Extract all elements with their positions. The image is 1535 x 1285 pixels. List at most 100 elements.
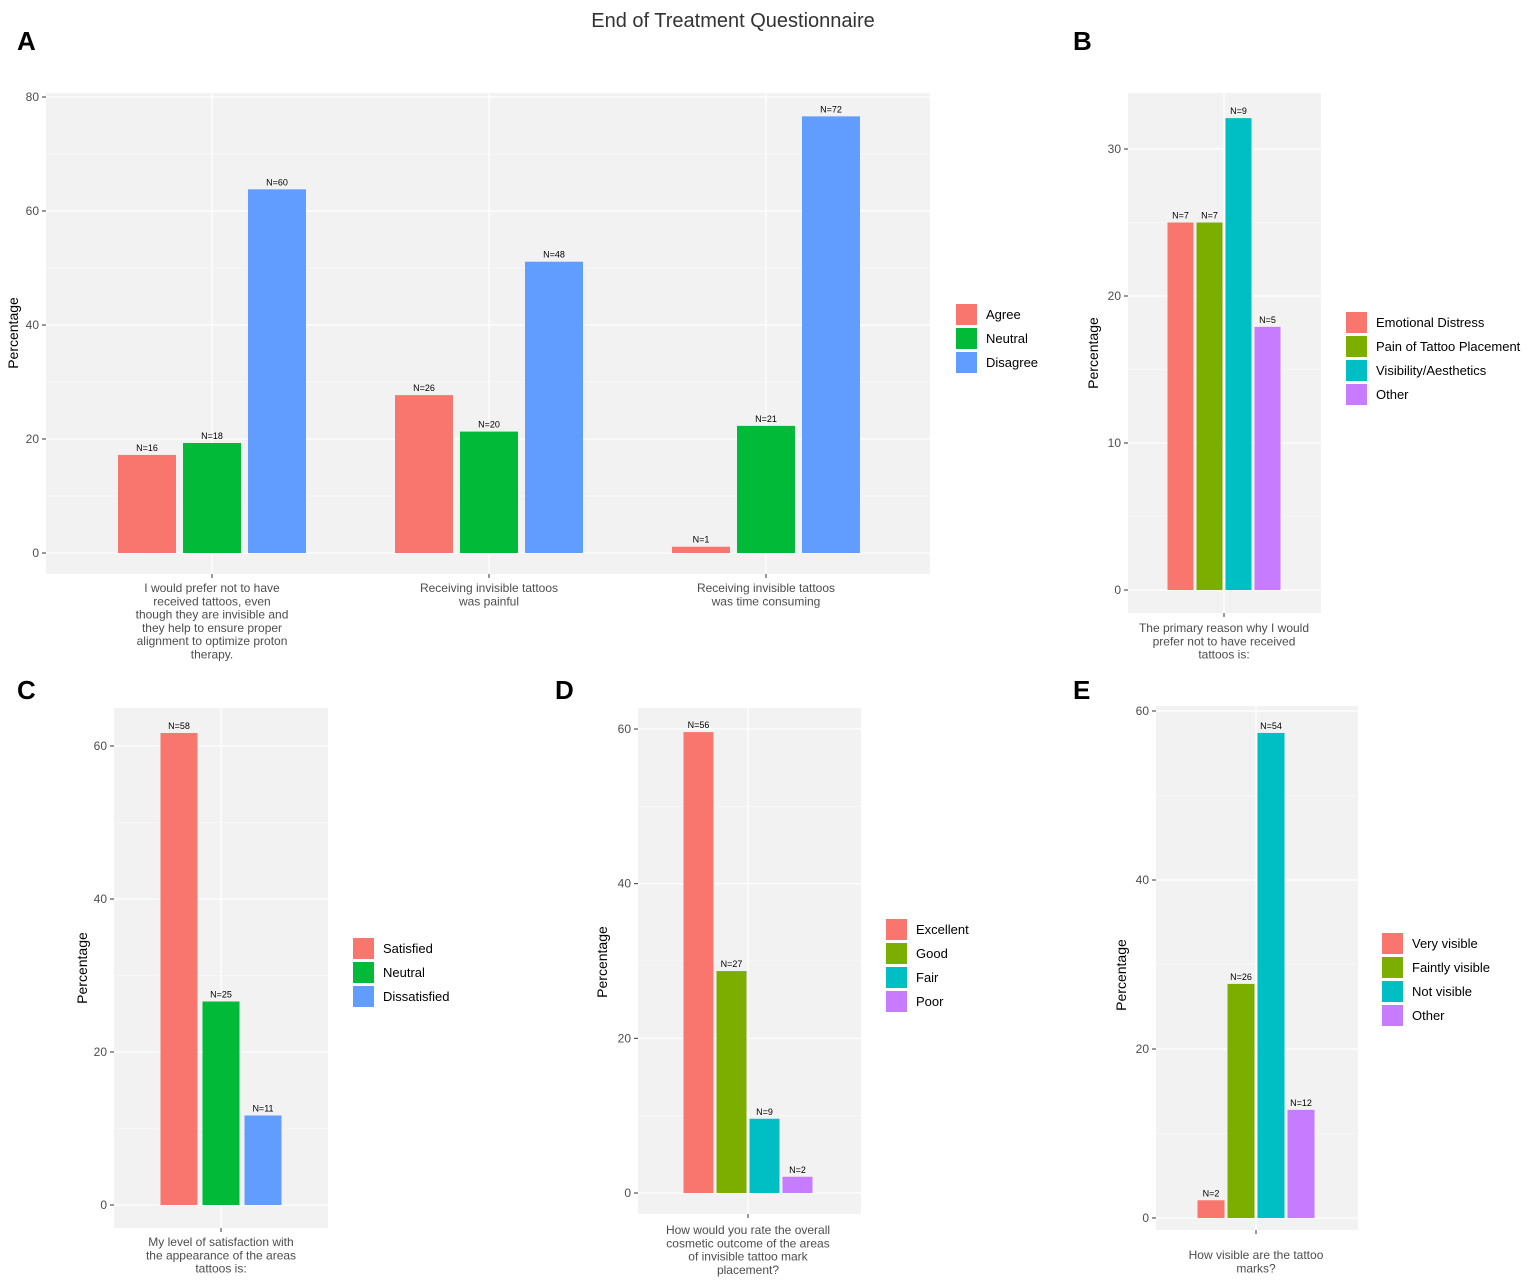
x-category-label: marks? bbox=[1236, 1261, 1276, 1275]
y-tick-label: 0 bbox=[100, 1198, 107, 1212]
legend-swatch bbox=[353, 938, 374, 959]
y-tick-label: 20 bbox=[618, 1031, 632, 1045]
x-category-label: How would you rate the overall bbox=[666, 1223, 830, 1237]
legend-label: Good bbox=[916, 946, 948, 961]
data-bar bbox=[683, 732, 714, 1193]
bar-count-label: N=48 bbox=[543, 250, 565, 260]
bar-count-label: N=7 bbox=[1201, 211, 1218, 221]
bar-count-label: N=25 bbox=[210, 990, 232, 1000]
bar-count-label: N=18 bbox=[201, 431, 223, 441]
y-tick-label: 0 bbox=[32, 546, 39, 560]
bar-count-label: N=11 bbox=[252, 1103, 273, 1113]
legend-label: Faintly visible bbox=[1412, 960, 1490, 975]
x-category-label: cosmetic outcome of the areas bbox=[666, 1236, 829, 1250]
legend-label: Not visible bbox=[1412, 984, 1472, 999]
data-bar bbox=[118, 454, 176, 553]
x-category-label: the appearance of the areas bbox=[146, 1248, 296, 1262]
x-category-label: tattoos is: bbox=[1198, 648, 1249, 662]
x-category-label: placement? bbox=[717, 1263, 779, 1277]
y-tick-label: 0 bbox=[624, 1186, 631, 1200]
legend-swatch bbox=[1382, 1005, 1403, 1026]
bar-count-label: N=5 bbox=[1259, 315, 1276, 325]
bar-count-label: N=20 bbox=[478, 420, 500, 430]
y-tick-label: 0 bbox=[1114, 583, 1121, 597]
data-bar bbox=[802, 116, 860, 553]
bar-count-label: N=2 bbox=[789, 1165, 806, 1175]
x-category-label: though they are invisible and bbox=[136, 608, 289, 622]
y-tick-label: 40 bbox=[618, 877, 632, 891]
legend-swatch bbox=[353, 962, 374, 983]
bar-count-label: N=58 bbox=[168, 721, 190, 731]
y-axis-label: Percentage bbox=[1113, 939, 1129, 1011]
x-category-label: alignment to optimize proton bbox=[137, 634, 288, 648]
data-bar bbox=[525, 261, 583, 553]
legend-label: Satisfied bbox=[383, 941, 433, 956]
y-tick-label: 30 bbox=[1108, 142, 1122, 156]
data-bar bbox=[1227, 983, 1255, 1218]
data-bar bbox=[1196, 222, 1223, 590]
legend-label: Poor bbox=[916, 994, 944, 1009]
legend-label: Fair bbox=[916, 970, 939, 985]
data-bar bbox=[1197, 1200, 1225, 1218]
y-axis-label: Percentage bbox=[5, 297, 21, 369]
y-tick-label: 20 bbox=[1136, 1042, 1150, 1056]
x-category-label: Receiving invisible tattoos bbox=[420, 581, 558, 595]
x-category-label: therapy. bbox=[191, 648, 233, 662]
y-tick-label: 20 bbox=[26, 432, 40, 446]
bar-count-label: N=9 bbox=[1230, 106, 1247, 116]
y-tick-label: 0 bbox=[1142, 1211, 1149, 1225]
legend-swatch bbox=[886, 967, 907, 988]
x-category-label: Receiving invisible tattoos bbox=[697, 581, 835, 595]
bar-count-label: N=72 bbox=[820, 104, 842, 114]
y-tick-label: 20 bbox=[94, 1045, 108, 1059]
y-tick-label: 60 bbox=[618, 722, 632, 736]
legend-swatch bbox=[1346, 384, 1367, 405]
data-bar bbox=[248, 189, 306, 553]
bar-count-label: N=9 bbox=[756, 1107, 773, 1117]
legend-label: Visibility/Aesthetics bbox=[1376, 363, 1487, 378]
legend-swatch bbox=[886, 943, 907, 964]
panel-a-chart: A 0 20 40 60 80 N=16 N=18 N=60 I would prefer not… bbox=[5, 26, 1038, 662]
panel-letter: E bbox=[1073, 675, 1090, 705]
panel-e-chart: E 0 20 40 60 N=2 N=26 N=54 N=12 How visible are t… bbox=[1073, 675, 1490, 1275]
legend-label: Neutral bbox=[986, 331, 1028, 346]
panel-letter: A bbox=[17, 26, 36, 56]
data-bar bbox=[749, 1118, 780, 1193]
panel-letter: B bbox=[1073, 26, 1092, 56]
data-bar bbox=[716, 971, 747, 1193]
legend-label: Pain of Tattoo Placement bbox=[1376, 339, 1521, 354]
legend-label: Disagree bbox=[986, 355, 1038, 370]
bar-count-label: N=16 bbox=[136, 443, 158, 453]
data-bar bbox=[395, 395, 453, 553]
y-tick-label: 80 bbox=[26, 90, 40, 104]
legend-label: Dissatisfied bbox=[383, 989, 449, 1004]
legend-swatch bbox=[956, 328, 977, 349]
y-axis-label: Percentage bbox=[74, 932, 90, 1004]
legend-label: Agree bbox=[986, 307, 1021, 322]
data-bar bbox=[782, 1176, 813, 1193]
y-tick-label: 60 bbox=[26, 204, 40, 218]
bar-count-label: N=56 bbox=[688, 720, 710, 730]
x-category-label: The primary reason why I would bbox=[1139, 621, 1309, 635]
legend-swatch bbox=[353, 986, 374, 1007]
legend-swatch bbox=[886, 991, 907, 1012]
x-category-label: of invisible tattoo mark bbox=[688, 1250, 808, 1264]
data-bar bbox=[1167, 222, 1194, 590]
data-bar bbox=[672, 546, 730, 553]
y-tick-label: 20 bbox=[1108, 289, 1122, 303]
y-tick-label: 40 bbox=[26, 318, 40, 332]
panel-d-chart: D 0 20 40 60 N=56 N=27 N=9 N=2 How would you rate… bbox=[555, 675, 969, 1277]
legend-label: Other bbox=[1376, 387, 1409, 402]
y-tick-label: 40 bbox=[1136, 873, 1150, 887]
legend-label: Other bbox=[1412, 1008, 1445, 1023]
x-category-label: How visible are the tattoo bbox=[1189, 1248, 1324, 1262]
data-bar bbox=[183, 442, 241, 553]
data-bar bbox=[202, 1001, 240, 1205]
bar-count-label: N=27 bbox=[721, 959, 743, 969]
legend-label: Very visible bbox=[1412, 936, 1478, 951]
data-bar bbox=[244, 1115, 282, 1205]
bar-count-label: N=26 bbox=[1230, 972, 1252, 982]
legend-label: Neutral bbox=[383, 965, 425, 980]
data-bar bbox=[1257, 732, 1285, 1218]
legend-label: Emotional Distress bbox=[1376, 315, 1485, 330]
